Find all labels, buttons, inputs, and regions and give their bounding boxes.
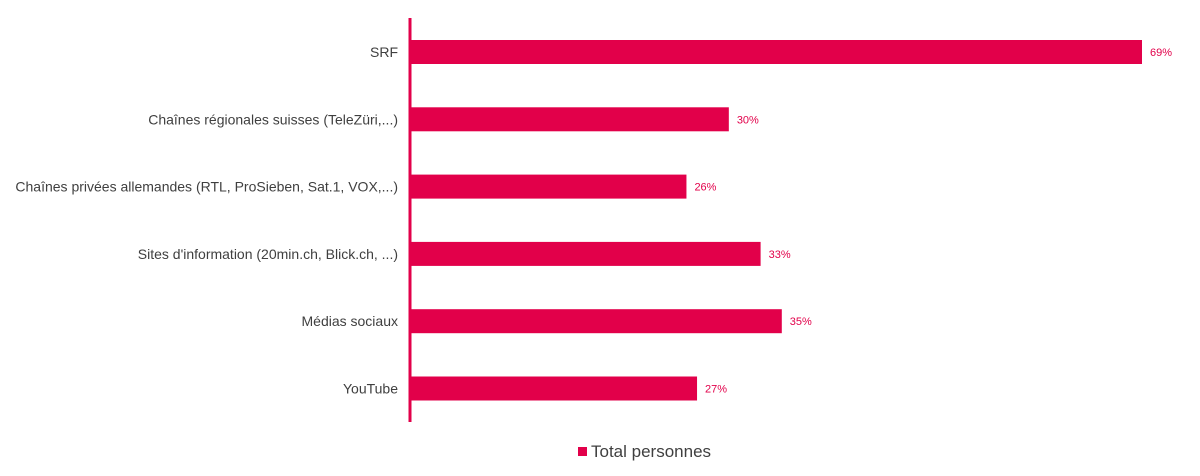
value-label-4: 35% bbox=[790, 316, 812, 328]
value-label-2: 26% bbox=[694, 182, 716, 194]
bars-group bbox=[411, 40, 1142, 401]
legend-swatch bbox=[578, 447, 587, 456]
category-label-3: Sites d'information (20min.ch, Blick.ch,… bbox=[138, 246, 398, 262]
value-label-3: 33% bbox=[769, 249, 791, 261]
legend-label: Total personnes bbox=[591, 442, 711, 461]
bar-2 bbox=[411, 174, 687, 199]
legend: Total personnes bbox=[578, 442, 711, 461]
value-label-0: 69% bbox=[1150, 47, 1172, 59]
bar-0 bbox=[411, 40, 1142, 64]
value-labels-group: 69% 30% 26% 33% 35% 27% bbox=[694, 47, 1172, 396]
bar-4 bbox=[411, 309, 782, 334]
category-label-4: Médias sociaux bbox=[302, 313, 399, 329]
category-labels-group: SRF Chaînes régionales suisses (TeleZüri,… bbox=[15, 44, 398, 397]
value-label-1: 30% bbox=[737, 114, 759, 126]
category-label-5: YouTube bbox=[343, 381, 398, 397]
category-label-2: Chaînes privées allemandes (RTL, ProSieb… bbox=[15, 179, 398, 195]
value-label-5: 27% bbox=[705, 384, 727, 396]
category-label-1: Chaînes régionales suisses (TeleZüri,...… bbox=[148, 111, 398, 127]
bar-1 bbox=[411, 107, 729, 132]
bar-3 bbox=[411, 241, 761, 266]
bar-5 bbox=[411, 376, 698, 401]
category-label-0: SRF bbox=[370, 44, 398, 60]
